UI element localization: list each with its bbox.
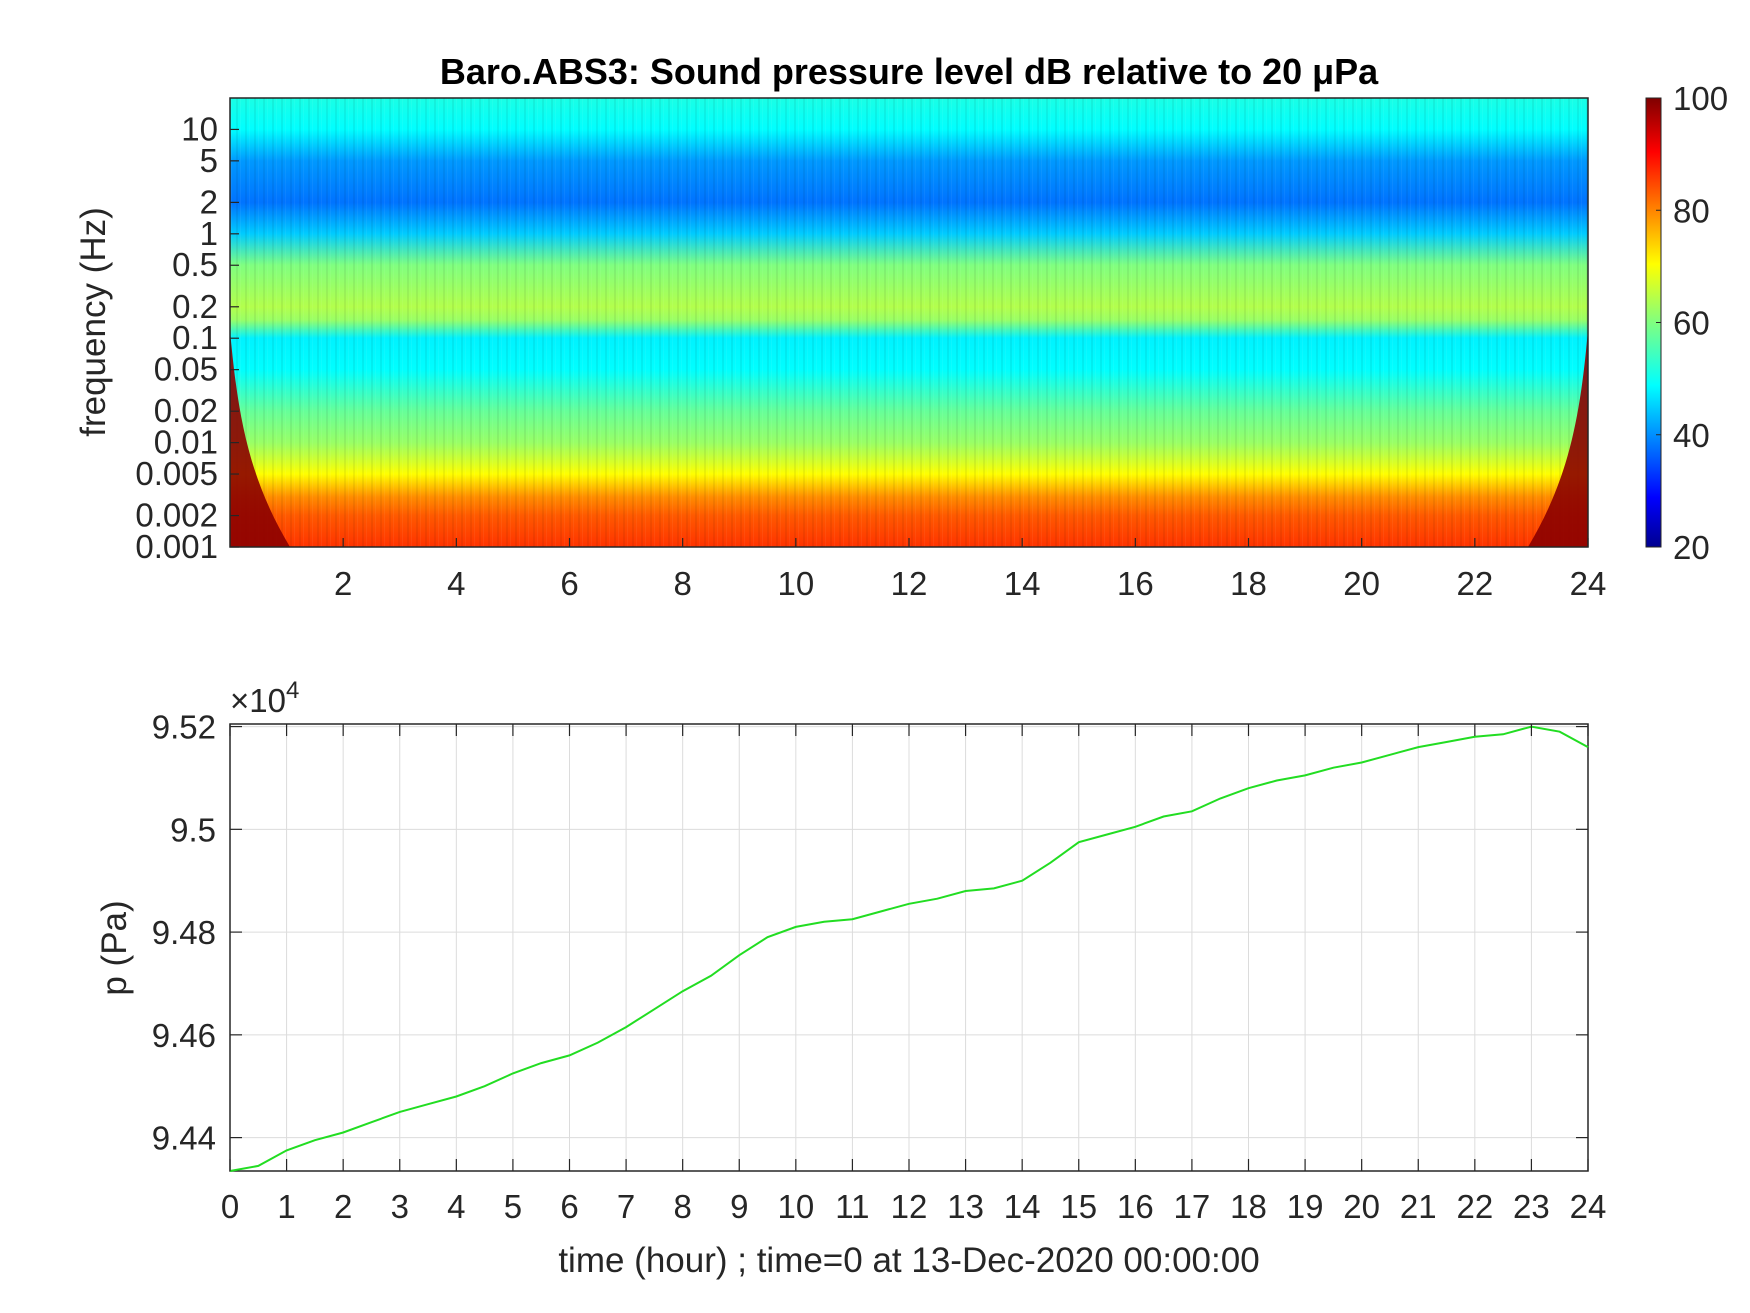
spectrogram-y-label: frequency (Hz) [74, 207, 113, 437]
colorbar-tick-label: 100 [1673, 80, 1728, 117]
colorbar-ticks: 20 40 60 80 100 [1656, 80, 1728, 566]
spectrogram-x-tick-label: 18 [1230, 565, 1267, 602]
cone-of-influence-left [230, 330, 290, 547]
pressure-x-label: time (hour) ; time=0 at 13-Dec-2020 00:0… [558, 1241, 1259, 1280]
pressure-x-tick-label: 9 [730, 1188, 748, 1225]
spectrogram-x-tick-label: 6 [560, 565, 578, 602]
spectrogram-x-tick-label: 16 [1117, 565, 1154, 602]
colorbar-tick-label: 80 [1673, 192, 1710, 229]
pressure-x-tick-label: 21 [1400, 1188, 1437, 1225]
pressure-x-tick-label: 0 [221, 1188, 239, 1225]
pressure-y-tick-label: 9.44 [152, 1120, 216, 1157]
spectrogram-x-tick-label: 14 [1004, 565, 1041, 602]
spectrogram-x-tick-label: 20 [1343, 565, 1380, 602]
pressure-y-label: p (Pa) [95, 900, 134, 995]
spectrogram-x-tick-label: 10 [777, 565, 814, 602]
pressure-x-tick-label: 22 [1456, 1188, 1493, 1225]
pressure-exponent-power: 4 [286, 677, 299, 704]
spectrogram-y-tick-label: 0.01 [154, 424, 218, 461]
spectrogram-y-tick-label: 0.05 [154, 351, 218, 388]
pressure-x-tick-label: 19 [1287, 1188, 1324, 1225]
spectrogram-x-ticks: 2 4 6 8 10 12 14 16 18 20 22 24 [334, 538, 1606, 602]
spectrogram-x-tick-label: 12 [891, 565, 928, 602]
pressure-x-tick-label: 12 [891, 1188, 928, 1225]
colorbar-tick-label: 60 [1673, 305, 1710, 342]
pressure-y-tick-label: 9.52 [152, 709, 216, 746]
pressure-x-tick-label: 15 [1060, 1188, 1097, 1225]
pressure-x-tick-label: 17 [1174, 1188, 1211, 1225]
pressure-x-tick-label: 1 [277, 1188, 295, 1225]
pressure-x-tick-label: 11 [835, 1188, 869, 1225]
spectrogram-x-tick-label: 24 [1570, 565, 1607, 602]
pressure-y-ticks: 9.44 9.46 9.48 9.5 9.52 [152, 709, 1588, 1157]
spectrogram-y-tick-label: 2 [200, 183, 218, 220]
spectrogram-texture [230, 98, 1588, 547]
pressure-x-tick-label: 13 [947, 1188, 984, 1225]
spectrogram-y-tick-label: 0.005 [135, 455, 218, 492]
spectrogram-x-tick-label: 4 [447, 565, 465, 602]
pressure-x-tick-label: 20 [1343, 1188, 1380, 1225]
spectrogram-y-tick-label: 10 [181, 110, 218, 147]
spectrogram-plot [230, 98, 1588, 547]
pressure-x-tick-label: 8 [673, 1188, 691, 1225]
pressure-x-tick-label: 6 [560, 1188, 578, 1225]
spectrogram-y-tick-label: 0.001 [135, 528, 218, 565]
pressure-exponent-label: ×104 [230, 677, 299, 719]
pressure-y-tick-label: 9.46 [152, 1017, 216, 1054]
spectrogram-y-tick-label: 0.1 [172, 319, 218, 356]
pressure-grid [229, 724, 1589, 1171]
pressure-y-tick-label: 9.48 [152, 914, 216, 951]
spectrogram-y-tick-label: 1 [200, 215, 218, 252]
spectrogram-title: Baro.ABS3: Sound pressure level dB relat… [440, 51, 1379, 92]
pressure-x-tick-label: 14 [1004, 1188, 1041, 1225]
pressure-x-tick-label: 4 [447, 1188, 465, 1225]
pressure-x-tick-label: 3 [391, 1188, 409, 1225]
colorbar-tick-label: 40 [1673, 417, 1710, 454]
pressure-exponent-base: ×10 [230, 682, 286, 719]
colorbar-tick-label: 20 [1673, 529, 1710, 566]
pressure-x-tick-label: 2 [334, 1188, 352, 1225]
spectrogram-y-tick-label: 0.5 [172, 246, 218, 283]
pressure-x-tick-label: 18 [1230, 1188, 1267, 1225]
pressure-x-tick-label: 23 [1513, 1188, 1550, 1225]
pressure-x-tick-label: 16 [1117, 1188, 1154, 1225]
spectrogram-x-tick-label: 22 [1456, 565, 1493, 602]
pressure-x-tick-label: 5 [504, 1188, 522, 1225]
pressure-x-ticks: 0 1 2 3 4 5 6 7 8 9 10 11 12 13 14 15 16 17 18 19 20 21 22 23 24 [221, 724, 1607, 1225]
spectrogram-y-tick-label: 5 [200, 142, 218, 179]
spectrogram-y-tick-label: 0.02 [154, 392, 218, 429]
cone-of-influence-right [1528, 330, 1588, 547]
pressure-y-tick-label: 9.5 [170, 811, 216, 848]
pressure-x-tick-label: 7 [617, 1188, 635, 1225]
pressure-series-line [229, 725, 1589, 1172]
spectrogram-y-tick-label: 0.2 [172, 288, 218, 325]
spectrogram-x-tick-label: 2 [334, 565, 352, 602]
pressure-x-tick-label: 24 [1570, 1188, 1607, 1225]
spectrogram-y-tick-label: 0.002 [135, 497, 218, 534]
pressure-x-tick-label: 10 [777, 1188, 814, 1225]
spectrogram-x-tick-label: 8 [673, 565, 691, 602]
